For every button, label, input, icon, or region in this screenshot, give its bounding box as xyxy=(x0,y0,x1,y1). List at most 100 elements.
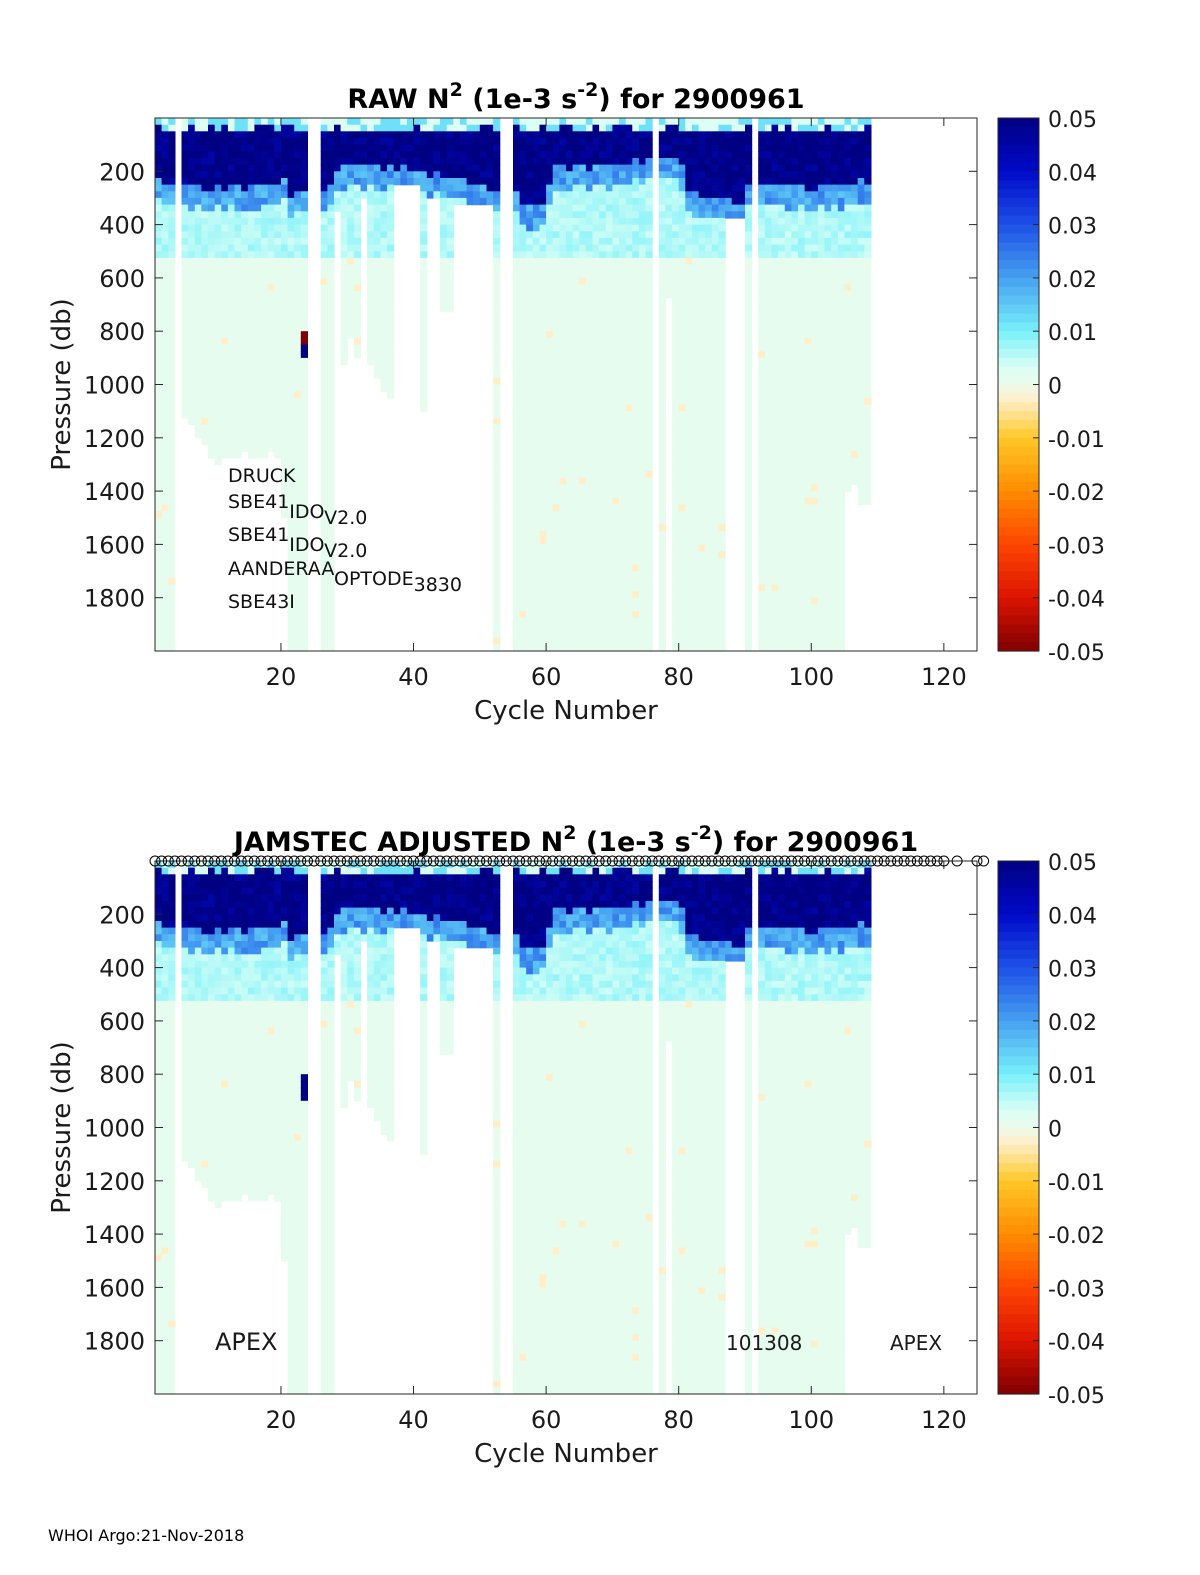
heatmap-cell xyxy=(181,144,189,152)
heatmap-cell xyxy=(764,124,773,132)
heatmap-cell xyxy=(705,384,713,392)
heatmap-cell xyxy=(281,331,289,339)
heatmap-cell xyxy=(539,644,547,652)
heatmap-cell xyxy=(254,284,262,292)
heatmap-cell xyxy=(711,244,719,252)
heatmap-cell xyxy=(711,397,719,406)
heatmap-cell xyxy=(678,611,686,619)
heatmap-cell xyxy=(566,284,574,292)
heatmap-cell xyxy=(678,437,686,446)
heatmap-cell xyxy=(778,291,786,299)
heatmap-cell xyxy=(234,124,242,132)
heatmap-cell xyxy=(672,118,680,126)
heatmap-cell xyxy=(287,191,295,199)
heatmap-cell xyxy=(619,564,627,572)
heatmap-cell xyxy=(380,138,388,146)
heatmap-cell xyxy=(194,391,202,399)
heatmap-cell xyxy=(161,324,169,332)
heatmap-cell xyxy=(612,644,620,652)
heatmap-cell xyxy=(678,511,686,519)
heatmap-cell xyxy=(579,124,587,132)
heatmap-cell xyxy=(599,597,607,605)
heatmap-cell xyxy=(672,171,680,179)
heatmap-cell xyxy=(201,171,209,179)
heatmap-cell xyxy=(638,171,647,179)
heatmap-cell xyxy=(672,297,680,306)
heatmap-cell xyxy=(155,597,163,605)
heatmap-cell xyxy=(698,404,706,412)
heatmap-cell xyxy=(592,411,600,419)
heatmap-cell xyxy=(188,297,196,306)
heatmap-cell xyxy=(672,537,680,545)
heatmap-cell xyxy=(678,471,686,479)
heatmap-cell xyxy=(426,158,434,166)
heatmap-cell xyxy=(672,231,680,239)
heatmap-cell xyxy=(645,344,653,352)
heatmap-cell xyxy=(367,204,375,212)
heatmap-cell xyxy=(208,451,216,459)
heatmap-cell xyxy=(227,191,236,199)
heatmap-cell xyxy=(552,191,560,199)
heatmap-cell xyxy=(692,191,700,199)
heatmap-cell xyxy=(658,271,666,279)
heatmap-cell xyxy=(711,431,719,439)
heatmap-cell xyxy=(764,204,773,212)
heatmap-cell xyxy=(592,371,600,379)
heatmap-cell xyxy=(672,317,680,326)
heatmap-cell xyxy=(758,384,766,392)
heatmap-cell xyxy=(764,231,773,239)
heatmap-cell xyxy=(479,158,487,166)
heatmap-cell xyxy=(155,644,163,652)
heatmap-cell xyxy=(532,244,541,252)
heatmap-cell xyxy=(234,371,242,379)
heatmap-cell xyxy=(373,331,381,339)
heatmap-cell xyxy=(559,204,567,212)
heatmap-cell xyxy=(221,251,229,259)
heatmap-cell xyxy=(526,317,534,326)
heatmap-cell xyxy=(579,604,587,612)
heatmap-cell xyxy=(625,158,633,166)
heatmap-cell xyxy=(705,237,713,246)
heatmap-cell xyxy=(281,291,289,299)
heatmap-cell xyxy=(214,184,222,192)
heatmap-cell xyxy=(519,284,527,292)
heatmap-cell xyxy=(188,251,196,259)
heatmap-cell xyxy=(320,184,328,192)
heatmap-cell xyxy=(638,497,647,506)
heatmap-cell xyxy=(227,411,236,419)
heatmap-cell xyxy=(254,337,262,346)
heatmap-cell xyxy=(645,484,653,492)
heatmap-cell xyxy=(281,424,289,432)
heatmap-cell xyxy=(592,551,600,559)
heatmap-cell xyxy=(486,171,494,179)
heatmap-cell xyxy=(208,317,216,326)
heatmap-cell xyxy=(718,417,726,426)
heatmap-cell xyxy=(201,211,209,219)
heatmap-cell xyxy=(566,257,574,266)
heatmap-cell xyxy=(599,344,607,352)
heatmap-cell xyxy=(711,151,719,159)
heatmap-cell xyxy=(718,337,726,346)
heatmap-cell xyxy=(572,604,580,612)
heatmap-cell xyxy=(685,611,693,619)
heatmap-cell xyxy=(294,591,302,599)
heatmap-cell xyxy=(294,324,302,332)
heatmap-cell xyxy=(645,204,653,212)
heatmap-cell xyxy=(632,211,640,219)
heatmap-cell xyxy=(685,431,693,439)
heatmap-cell xyxy=(513,171,521,179)
heatmap-cell xyxy=(672,178,680,186)
heatmap-cell xyxy=(585,171,594,179)
heatmap-cell xyxy=(572,524,580,532)
heatmap-cell xyxy=(274,357,282,366)
heatmap-cell xyxy=(612,564,620,572)
heatmap-cell xyxy=(234,211,242,219)
heatmap-cell xyxy=(605,351,613,359)
heatmap-cell xyxy=(605,631,613,639)
heatmap-cell xyxy=(632,357,640,366)
heatmap-cell xyxy=(493,164,501,172)
heatmap-cell xyxy=(619,317,627,326)
heatmap-cell xyxy=(678,324,686,332)
heatmap-cell xyxy=(784,497,792,506)
heatmap-cell xyxy=(764,631,773,639)
